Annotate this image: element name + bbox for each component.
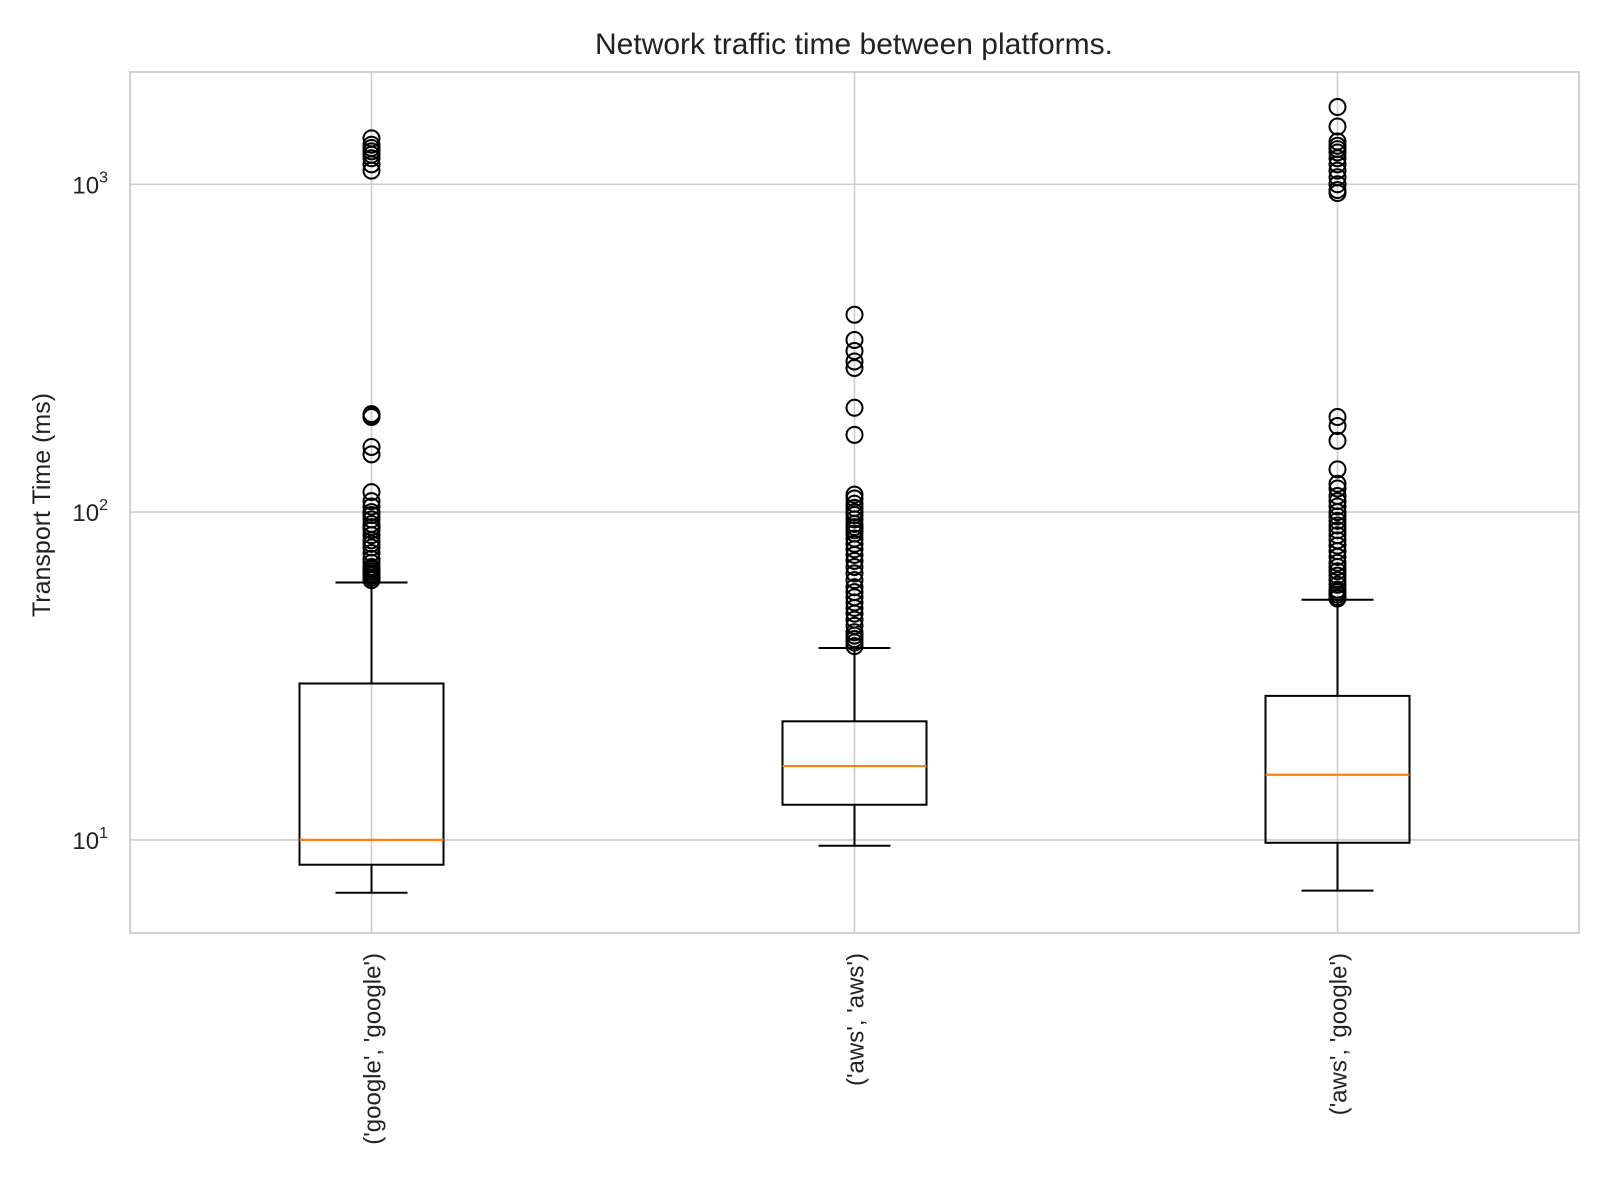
outlier-point	[362, 405, 381, 424]
outlier-point	[845, 352, 864, 371]
y-tick-label: 101	[72, 825, 108, 855]
outlier-point	[1328, 181, 1347, 200]
plot-frame	[129, 71, 1580, 934]
outlier-point	[1328, 460, 1347, 479]
y-tick-label: 102	[72, 497, 108, 527]
outlier-point	[362, 557, 381, 576]
outlier-point	[1328, 161, 1347, 180]
outlier-point	[845, 616, 864, 635]
outlier-point	[362, 492, 381, 511]
outlier-point	[362, 445, 381, 464]
outlier-point	[845, 485, 864, 504]
outlier-point	[1328, 497, 1347, 516]
outlier-point	[845, 588, 864, 607]
iqr-box	[781, 720, 928, 806]
outlier-point	[1328, 98, 1347, 117]
outlier-point	[1328, 407, 1347, 426]
outlier-point	[1328, 175, 1347, 194]
outlier-point	[1328, 431, 1347, 450]
x-tick-label: ('aws', 'google')	[1326, 953, 1353, 1115]
outlier-point	[1328, 580, 1347, 599]
outlier-point	[362, 503, 381, 522]
outlier-point	[845, 398, 864, 417]
outlier-point	[362, 497, 381, 516]
x-tick-label: ('google', 'google')	[360, 953, 387, 1145]
outlier-point	[845, 571, 864, 590]
outlier-point	[362, 483, 381, 502]
outlier-point	[1328, 531, 1347, 550]
outlier-point	[1328, 511, 1347, 530]
outlier-point	[845, 425, 864, 444]
outlier-point	[1328, 575, 1347, 594]
outlier-point	[845, 583, 864, 602]
outlier-point	[845, 330, 864, 349]
box-series	[298, 98, 1411, 894]
x-tick-label: ('aws', 'aws')	[843, 953, 870, 1086]
outlier-point	[845, 529, 864, 548]
outlier-point	[1328, 417, 1347, 436]
outlier-point	[362, 514, 381, 533]
iqr-box	[1264, 694, 1411, 844]
box-group	[298, 129, 445, 894]
outlier-point	[1328, 562, 1347, 581]
outlier-point	[845, 494, 864, 513]
outlier-point	[1328, 566, 1347, 585]
outlier-point	[845, 341, 864, 360]
outlier-point	[1328, 521, 1347, 540]
outlier-point	[1328, 117, 1347, 136]
outlier-point	[845, 610, 864, 629]
outlier-point	[1328, 479, 1347, 498]
outlier-point	[845, 578, 864, 597]
outlier-point	[1328, 516, 1347, 535]
box-group	[781, 305, 928, 847]
outlier-point	[1328, 571, 1347, 590]
outlier-point	[1328, 526, 1347, 545]
outlier-point	[845, 503, 864, 522]
y-axis-label: Transport Time (ms)	[28, 393, 56, 617]
outlier-point	[1328, 168, 1347, 187]
y-tick-label: 103	[72, 169, 108, 199]
outlier-point	[1328, 553, 1347, 572]
outlier-point	[845, 623, 864, 642]
outlier-point	[362, 129, 381, 148]
outlier-point	[1328, 136, 1347, 155]
outlier-point	[362, 510, 381, 529]
outlier-point	[362, 544, 381, 563]
outlier-point	[845, 305, 864, 324]
chart-title: Network traffic time between platforms.	[595, 28, 1113, 61]
outlier-point	[362, 135, 381, 154]
outlier-point	[1328, 492, 1347, 511]
outlier-point	[845, 557, 864, 576]
outlier-point	[362, 437, 381, 456]
outlier-point	[845, 564, 864, 583]
axis-ticks: 101 102 103 ('google', 'google') ('aws', 'aw…	[72, 169, 1352, 1145]
outlier-point	[1328, 474, 1347, 493]
iqr-box	[298, 682, 445, 866]
outlier-point	[845, 359, 864, 378]
box-group	[1264, 98, 1411, 892]
outlier-point	[1328, 486, 1347, 505]
